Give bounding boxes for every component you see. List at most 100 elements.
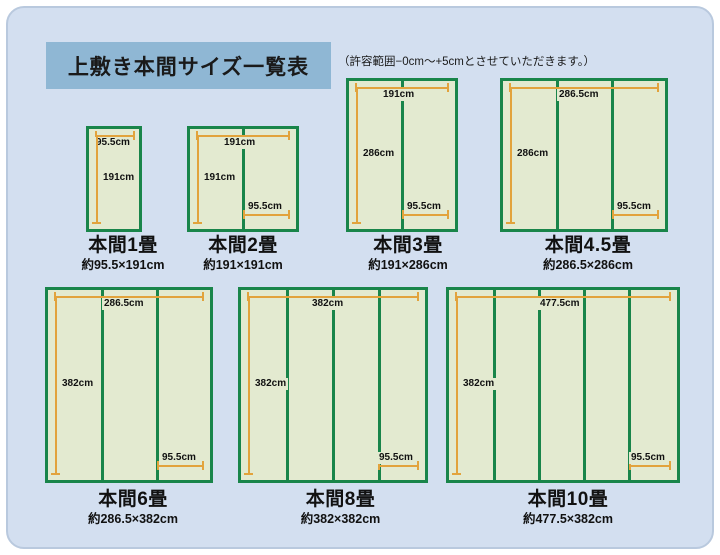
caption-name: 本間3畳 <box>373 235 443 256</box>
dimension-tick <box>417 292 419 301</box>
dimension-line-inner <box>629 465 671 467</box>
mat-divider <box>241 129 245 229</box>
dimension-line-left <box>510 88 512 224</box>
mat-diagram-2: 191cm 286cm 95.5cm <box>346 78 458 232</box>
mat-diagram-6: 477.5cm 382cm 95.5cm <box>446 287 680 483</box>
dimension-label-inner: 95.5cm <box>405 201 443 213</box>
dimension-line-inner <box>402 214 449 216</box>
dimension-tick <box>657 210 659 219</box>
caption-size: 約477.5×382cm <box>522 512 613 526</box>
dimension-tick <box>669 461 671 470</box>
mat-outline <box>238 287 428 483</box>
dimension-label-top: 286.5cm <box>557 89 601 101</box>
dimension-line-left <box>248 297 250 475</box>
dimension-label-left: 286cm <box>361 148 397 160</box>
dimension-tick <box>95 131 97 140</box>
dimension-line-left <box>96 136 98 224</box>
diagram-cell-4: 286.5cm 382cm 95.5cm 本間6畳 約286.5×382cm <box>33 283 233 533</box>
diagram-cell-6: 477.5cm 382cm 95.5cm 本間10畳 約477.5×382cm <box>443 283 693 533</box>
caption-size: 約382×382cm <box>300 512 381 526</box>
dimension-tick <box>402 210 404 219</box>
dimension-label-left: 382cm <box>461 378 497 390</box>
dimension-line-top <box>95 135 135 137</box>
dimension-tick <box>288 131 290 140</box>
mat-divider <box>628 290 631 480</box>
dimension-line-top <box>355 87 449 89</box>
dimension-label-inner: 95.5cm <box>629 452 667 464</box>
dimension-label-top: 286.5cm <box>102 298 146 310</box>
dimension-label-left: 382cm <box>253 378 289 390</box>
caption-4: 本間6畳 約286.5×382cm <box>33 488 233 527</box>
dimension-label-top: 95.5cm <box>94 137 132 149</box>
dimension-tick <box>196 131 198 140</box>
caption-1: 本間2畳 約191×191cm <box>168 234 318 273</box>
dimension-label-left: 382cm <box>60 378 96 390</box>
dimension-label-inner: 95.5cm <box>246 201 284 213</box>
dimension-tick <box>452 473 461 475</box>
dimension-line-inner <box>612 214 659 216</box>
caption-name: 本間6畳 <box>98 489 168 510</box>
dimension-label-left: 191cm <box>101 172 137 184</box>
dimension-tick <box>247 292 249 301</box>
caption-5: 本間8畳 約382×382cm <box>233 488 448 527</box>
dimension-tick <box>352 222 361 224</box>
mat-divider <box>538 290 541 480</box>
dimension-label-top: 477.5cm <box>538 298 582 310</box>
dimension-tick <box>202 461 204 470</box>
dimension-line-top <box>196 135 290 137</box>
diagram-cell-3: 286.5cm 286cm 95.5cm 本間4.5畳 約286.5×286cm <box>488 73 688 273</box>
dimension-label-left: 191cm <box>202 172 238 184</box>
mat-diagram-3: 286.5cm 286cm 95.5cm <box>500 78 668 232</box>
mat-diagram-5: 382cm 382cm 95.5cm <box>238 287 428 483</box>
dimension-line-top <box>247 296 419 298</box>
dimension-tick <box>629 461 631 470</box>
dimension-tick <box>669 292 671 301</box>
dimension-line-left <box>197 136 199 224</box>
dimension-tick <box>51 473 60 475</box>
dimension-tick <box>417 461 419 470</box>
mat-divider <box>583 290 586 480</box>
dimension-label-inner: 95.5cm <box>615 201 653 213</box>
diagram-cell-2: 191cm 286cm 95.5cm 本間3畳 約191×286cm <box>328 73 488 273</box>
mat-diagram-0: 95.5cm 191cm <box>86 126 142 232</box>
mat-diagram-4: 286.5cm 382cm 95.5cm <box>45 287 213 483</box>
dimension-line-left <box>55 297 57 475</box>
dimension-line-top <box>455 296 671 298</box>
caption-name: 本間1畳 <box>88 235 158 256</box>
caption-name: 本間4.5畳 <box>544 235 632 256</box>
diagram-cell-5: 382cm 382cm 95.5cm 本間8畳 約382×382cm <box>233 283 448 533</box>
caption-size: 約286.5×286cm <box>542 258 633 272</box>
caption-3: 本間4.5畳 約286.5×286cm <box>488 234 688 273</box>
caption-2: 本間3畳 約191×286cm <box>328 234 488 273</box>
caption-0: 本間1畳 約95.5×191cm <box>48 234 198 273</box>
mat-divider <box>611 81 614 229</box>
caption-name: 本間2畳 <box>208 235 278 256</box>
dimension-tick <box>92 222 101 224</box>
dimension-tick <box>133 131 135 140</box>
dimension-tick <box>202 292 204 301</box>
caption-size: 約286.5×382cm <box>87 512 178 526</box>
dimension-label-inner: 95.5cm <box>377 452 415 464</box>
dimension-line-left <box>456 297 458 475</box>
mat-divider <box>156 290 159 480</box>
dimension-tick <box>509 83 511 92</box>
dimension-tick <box>244 473 253 475</box>
title-banner: 上敷き本間サイズ一覧表 <box>46 42 331 89</box>
chart-panel: 上敷き本間サイズ一覧表 （許容範囲−0cm〜+5cmとさせていただきます。） 9… <box>6 6 714 549</box>
page-title: 上敷き本間サイズ一覧表 <box>67 55 310 79</box>
dimension-line-left <box>356 88 358 224</box>
dimension-label-top: 191cm <box>381 89 417 101</box>
caption-size: 約191×286cm <box>368 258 448 272</box>
dimension-tick <box>378 461 380 470</box>
dimension-tick <box>657 83 659 92</box>
tolerance-note: （許容範囲−0cm〜+5cmとさせていただきます。） <box>338 56 595 68</box>
dimension-label-top: 191cm <box>222 137 258 149</box>
dimension-tick <box>355 83 357 92</box>
mat-divider <box>400 81 404 229</box>
mat-divider <box>556 81 559 229</box>
dimension-tick <box>243 210 245 219</box>
dimension-line-top <box>509 87 659 89</box>
mat-divider <box>378 290 381 480</box>
caption-size: 約95.5×191cm <box>81 258 165 272</box>
dimension-label-top: 382cm <box>310 298 346 310</box>
